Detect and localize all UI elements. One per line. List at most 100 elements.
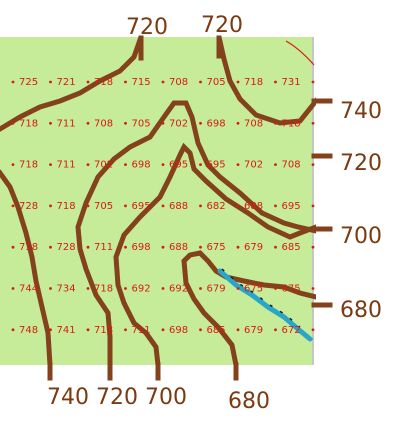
elevation-value: 705 [132, 118, 151, 129]
elevation-value: 695 [207, 160, 226, 171]
elevation-dot [199, 205, 202, 208]
elevation-value: 741 [57, 325, 76, 336]
elevation-dot [274, 246, 277, 249]
elevation-value: 698 [169, 325, 188, 336]
elevation-dot [87, 163, 90, 166]
elevation-value: 698 [132, 242, 151, 253]
elevation-dot [12, 246, 15, 249]
elevation-dot [162, 328, 165, 331]
elevation-value: 688 [169, 201, 188, 212]
elevation-dot [237, 287, 240, 290]
elevation-value: 715 [132, 77, 151, 88]
elevation-dot [49, 122, 52, 125]
elevation-value: 711 [57, 118, 76, 129]
elevation-dot [87, 246, 90, 249]
elevation-value: 711 [57, 160, 76, 171]
elevation-dot [162, 287, 165, 290]
elevation-value: 708 [282, 160, 301, 171]
elevation-value: 695 [282, 201, 301, 212]
contour-label-bottom-700: 700 [145, 385, 187, 410]
elevation-dot [312, 163, 315, 166]
elevation-dot [124, 163, 127, 166]
elevation-point: 6 [312, 325, 316, 336]
contour-label-bottom-740: 740 [47, 385, 89, 410]
elevation-dot [87, 328, 90, 331]
elevation-dot [87, 205, 90, 208]
elevation-dot [312, 205, 315, 208]
elevation-value: 675 [207, 242, 226, 253]
elevation-value: 744 [19, 284, 38, 295]
elevation-dot [124, 81, 127, 84]
elevation-dot [237, 246, 240, 249]
elevation-dot [312, 81, 315, 84]
elevation-dot [237, 163, 240, 166]
elevation-point: 6 [312, 242, 316, 253]
elevation-dot [274, 122, 277, 125]
elevation-dot [237, 81, 240, 84]
elevation-value: 675 [244, 284, 263, 295]
elevation-dot [49, 246, 52, 249]
elevation-dot [274, 328, 277, 331]
elevation-dot [274, 287, 277, 290]
elevation-dot [162, 163, 165, 166]
elevation-value: 731 [282, 77, 301, 88]
elevation-dot [49, 205, 52, 208]
elevation-dot [49, 287, 52, 290]
elevation-dot [162, 246, 165, 249]
elevation-dot [312, 328, 315, 331]
elevation-value: 748 [19, 325, 38, 336]
elevation-value: 711 [132, 325, 151, 336]
elevation-value: 718 [19, 160, 38, 171]
elevation-value: 705 [94, 201, 113, 212]
contour-label-bottom-680: 680 [228, 389, 270, 414]
elevation-value: 738 [19, 242, 38, 253]
contour-label-right-700: 700 [340, 224, 382, 249]
elevation-value: 708 [94, 118, 113, 129]
elevation-value: 672 [282, 325, 301, 336]
elevation-dot [237, 122, 240, 125]
elevation-dot [162, 205, 165, 208]
map-panel[interactable]: 725 721 718 715 708 705 718 731 7 718 711 708 705 702… [0, 37, 316, 365]
elevation-dot [199, 163, 202, 166]
elevation-dot [162, 122, 165, 125]
elevation-dot [199, 81, 202, 84]
elevation-dot [12, 163, 15, 166]
elevation-value: 718 [244, 77, 263, 88]
elevation-value: 688 [244, 201, 263, 212]
elevation-dot [162, 81, 165, 84]
elevation-value: 675 [282, 284, 301, 295]
elevation-value: 685 [282, 242, 301, 253]
elevation-dot [274, 163, 277, 166]
elevation-value: 718 [57, 201, 76, 212]
elevation-dot [12, 81, 15, 84]
elevation-dot [274, 205, 277, 208]
elevation-dot [199, 287, 202, 290]
elevation-dot [274, 81, 277, 84]
elevation-dot [87, 287, 90, 290]
elevation-value: 705 [207, 77, 226, 88]
elevation-point: 7 [312, 201, 316, 212]
elevation-dot [12, 205, 15, 208]
elevation-point: 7 [312, 77, 316, 88]
elevation-dot [124, 246, 127, 249]
elevation-value: 725 [19, 77, 38, 88]
elevation-value: 718 [94, 284, 113, 295]
elevation-dot [87, 81, 90, 84]
contour-label-bottom-720: 720 [96, 385, 138, 410]
elevation-dot [12, 328, 15, 331]
map-canvas: 725 721 718 715 708 705 718 731 7 718 711 708 705 702… [0, 37, 316, 365]
contour-label-right-720: 720 [340, 151, 382, 176]
elevation-value: 718 [94, 325, 113, 336]
elevation-value: 708 [244, 118, 263, 129]
elevation-dot [124, 205, 127, 208]
elevation-value: 695 [169, 160, 188, 171]
elevation-value: 679 [207, 284, 226, 295]
elevation-value: 695 [132, 201, 151, 212]
elevation-value: 692 [132, 284, 151, 295]
elevation-dot [87, 122, 90, 125]
elevation-dot [124, 287, 127, 290]
elevation-dot [124, 328, 127, 331]
elevation-value: 692 [169, 284, 188, 295]
elevation-value: 702 [94, 160, 113, 171]
